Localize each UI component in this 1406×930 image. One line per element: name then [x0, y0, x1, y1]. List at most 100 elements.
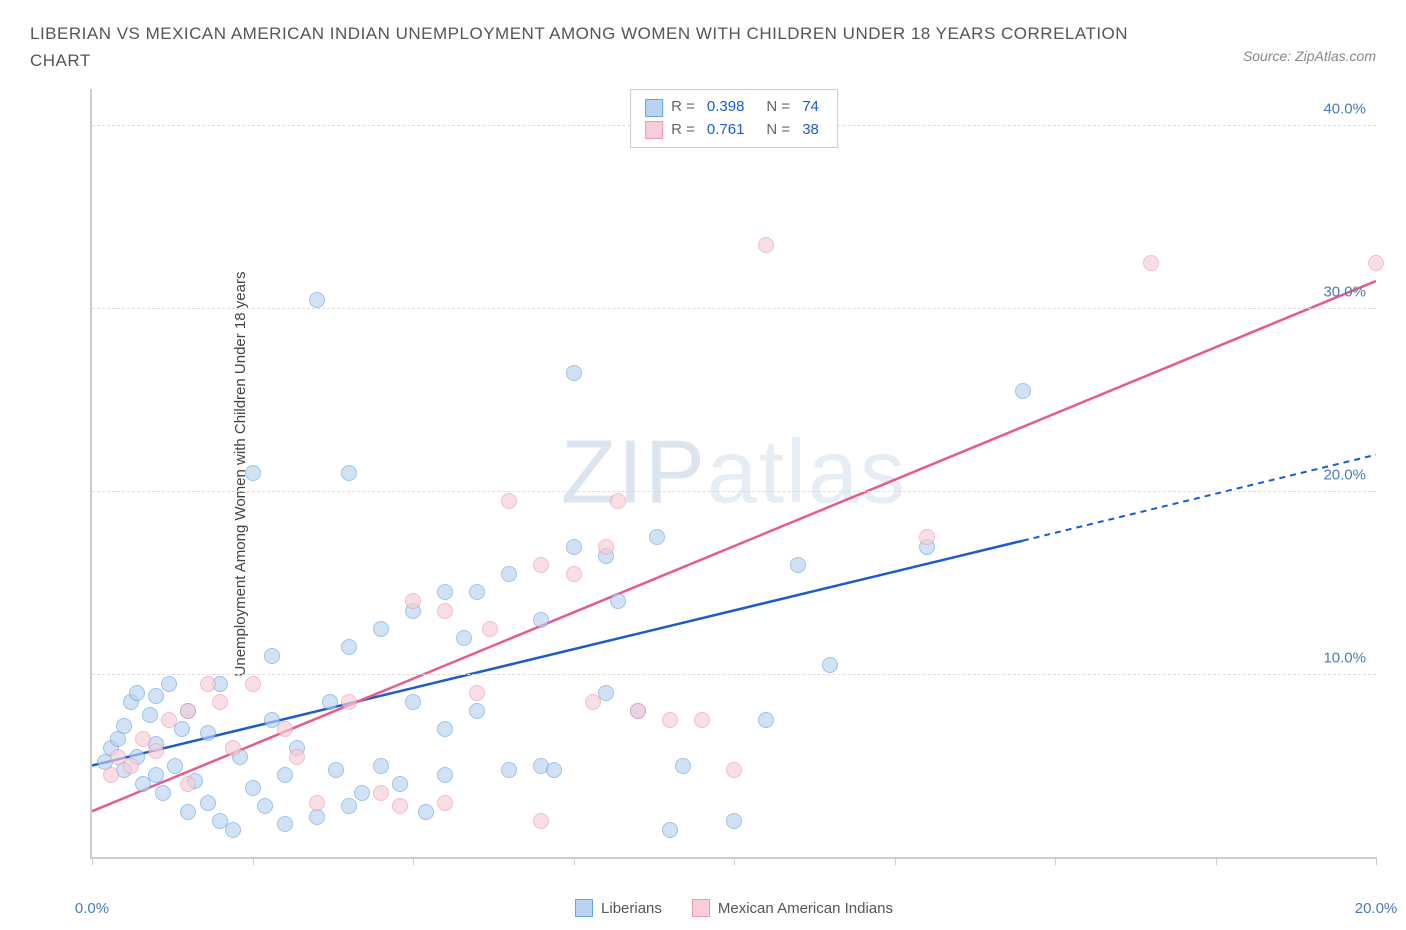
gridline — [92, 491, 1376, 492]
x-tick — [734, 857, 735, 865]
stat-n-value: 74 — [798, 96, 823, 119]
data-point — [328, 762, 344, 778]
data-point — [155, 785, 171, 801]
data-point — [103, 767, 119, 783]
data-point — [482, 621, 498, 637]
data-point — [200, 725, 216, 741]
data-point — [341, 798, 357, 814]
data-point — [758, 712, 774, 728]
stats-row: R =0.761N =38 — [645, 119, 823, 142]
gridline — [92, 674, 1376, 675]
data-point — [277, 816, 293, 832]
data-point — [610, 493, 626, 509]
x-tick — [413, 857, 414, 865]
data-point — [585, 694, 601, 710]
x-tick-label: 0.0% — [75, 900, 109, 917]
data-point — [758, 237, 774, 253]
watermark-thin: atlas — [707, 423, 907, 523]
data-point — [135, 731, 151, 747]
legend-item: Mexican American Indians — [692, 899, 893, 917]
data-point — [167, 758, 183, 774]
data-point — [180, 703, 196, 719]
data-point — [123, 758, 139, 774]
data-point — [373, 758, 389, 774]
data-point — [180, 776, 196, 792]
legend-swatch — [575, 899, 593, 917]
data-point — [675, 758, 691, 774]
watermark-bold: ZIP — [561, 423, 707, 523]
data-point — [437, 584, 453, 600]
data-point — [456, 630, 472, 646]
data-point — [245, 676, 261, 692]
data-point — [405, 694, 421, 710]
data-point — [392, 776, 408, 792]
data-point — [919, 529, 935, 545]
stat-n-label: N = — [766, 119, 790, 142]
y-tick-label: 20.0% — [1323, 466, 1366, 483]
data-point — [373, 785, 389, 801]
x-tick — [92, 857, 93, 865]
data-point — [405, 593, 421, 609]
data-point — [726, 813, 742, 829]
data-point — [662, 712, 678, 728]
x-tick — [895, 857, 896, 865]
data-point — [245, 780, 261, 796]
data-point — [469, 584, 485, 600]
stat-r-value: 0.761 — [703, 119, 749, 142]
data-point — [437, 767, 453, 783]
data-point — [341, 694, 357, 710]
y-tick-label: 10.0% — [1323, 649, 1366, 666]
series-legend: LiberiansMexican American Indians — [575, 899, 893, 917]
data-point — [289, 749, 305, 765]
stats-row: R =0.398N =74 — [645, 96, 823, 119]
stat-r-value: 0.398 — [703, 96, 749, 119]
data-point — [354, 785, 370, 801]
data-point — [142, 707, 158, 723]
data-point — [437, 603, 453, 619]
data-point — [264, 648, 280, 664]
data-point — [392, 798, 408, 814]
data-point — [501, 566, 517, 582]
data-point — [148, 743, 164, 759]
data-point — [225, 822, 241, 838]
data-point — [200, 676, 216, 692]
data-point — [694, 712, 710, 728]
data-point — [129, 685, 145, 701]
data-point — [566, 539, 582, 555]
data-point — [180, 804, 196, 820]
legend-swatch — [692, 899, 710, 917]
data-point — [610, 593, 626, 609]
source-label: Source: ZipAtlas.com — [1243, 48, 1376, 64]
x-tick-label: 20.0% — [1355, 900, 1398, 917]
data-point — [341, 639, 357, 655]
data-point — [309, 292, 325, 308]
legend-label: Mexican American Indians — [718, 900, 893, 917]
data-point — [148, 688, 164, 704]
data-point — [257, 798, 273, 814]
data-point — [533, 557, 549, 573]
data-point — [309, 809, 325, 825]
data-point — [822, 657, 838, 673]
scatter-plot: ZIPatlas 10.0%20.0%30.0%40.0%0.0%20.0%R … — [90, 89, 1376, 859]
data-point — [1368, 255, 1384, 271]
data-point — [277, 767, 293, 783]
data-point — [533, 813, 549, 829]
data-point — [1015, 383, 1031, 399]
data-point — [662, 822, 678, 838]
data-point — [437, 795, 453, 811]
data-point — [277, 721, 293, 737]
y-tick-label: 40.0% — [1323, 100, 1366, 117]
data-point — [598, 539, 614, 555]
data-point — [726, 762, 742, 778]
x-tick — [1216, 857, 1217, 865]
data-point — [630, 703, 646, 719]
chart-title: LIBERIAN VS MEXICAN AMERICAN INDIAN UNEM… — [30, 20, 1130, 74]
data-point — [1143, 255, 1159, 271]
data-point — [566, 365, 582, 381]
data-point — [341, 465, 357, 481]
data-point — [437, 721, 453, 737]
x-tick — [1055, 857, 1056, 865]
legend-swatch — [645, 121, 663, 139]
stat-r-label: R = — [671, 96, 695, 119]
y-tick-label: 30.0% — [1323, 283, 1366, 300]
